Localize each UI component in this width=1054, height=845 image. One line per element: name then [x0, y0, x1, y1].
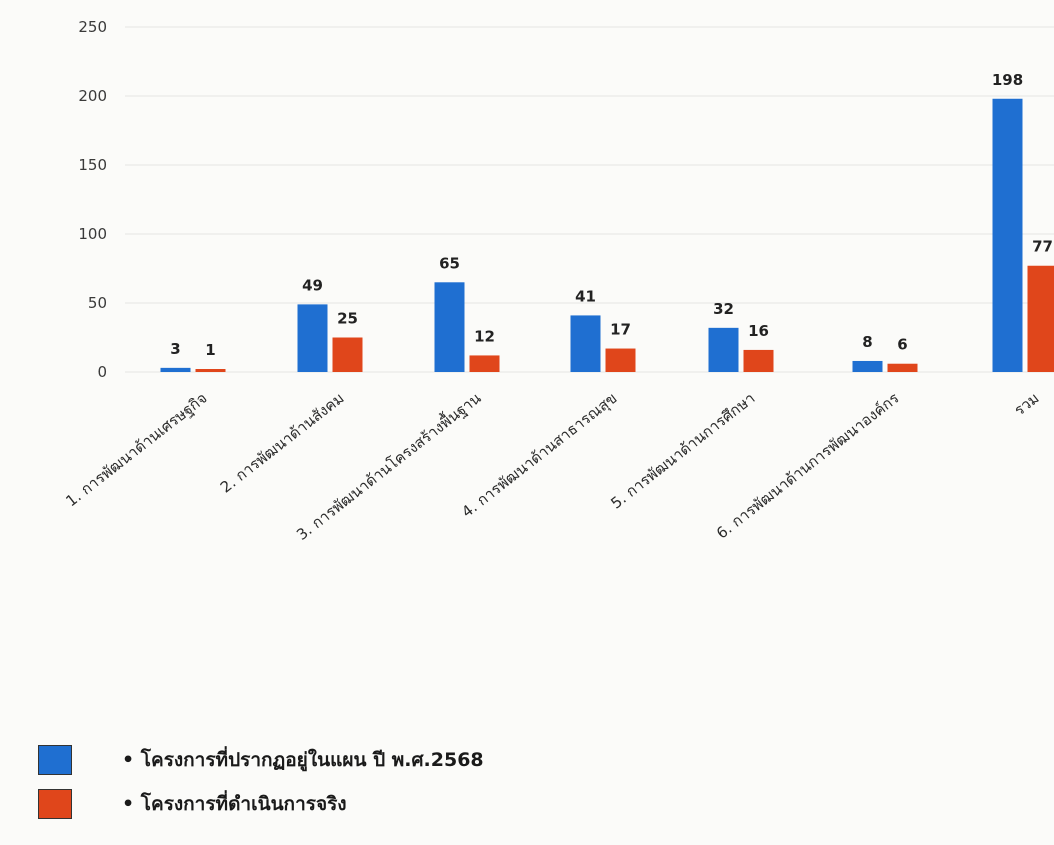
bar-actual — [469, 355, 500, 372]
y-tick-label: 200 — [78, 87, 107, 105]
legend-label-actual: • โครงการที่ดำเนินการจริง — [122, 789, 347, 819]
data-label-planned: 32 — [713, 300, 734, 318]
legend-bullet: • — [122, 749, 135, 771]
legend-text-planned: โครงการที่ปรากฏอยู่ในแผน ปี พ.ศ.2568 — [140, 749, 484, 771]
bar-actual — [1027, 265, 1054, 372]
data-label-planned: 3 — [170, 340, 180, 358]
y-tick-label: 50 — [88, 294, 107, 312]
bar-actual — [743, 349, 774, 372]
data-label-actual: 16 — [748, 322, 769, 340]
x-category-label: 4. การพัฒนาด้านสาธารณสุข — [458, 389, 621, 522]
bar-actual — [887, 363, 918, 372]
legend-label-planned: • โครงการที่ปรากฏอยู่ในแผน ปี พ.ศ.2568 — [122, 745, 484, 775]
data-label-planned: 198 — [992, 71, 1023, 89]
data-label-planned: 8 — [862, 333, 872, 351]
data-label-planned: 41 — [575, 287, 596, 305]
data-label-actual: 25 — [337, 310, 358, 328]
legend-swatch-planned — [38, 745, 72, 775]
bar-actual — [332, 337, 363, 372]
bar-planned — [160, 367, 191, 372]
data-label-actual: 17 — [610, 321, 631, 339]
legend: • โครงการที่ปรากฏอยู่ในแผน ปี พ.ศ.2568 •… — [38, 738, 484, 826]
x-category-label: 1. การพัฒนาด้านเศรษฐกิจ — [62, 389, 210, 510]
legend-text-actual: โครงการที่ดำเนินการจริง — [140, 793, 347, 815]
bar-planned — [708, 327, 739, 372]
data-label-planned: 49 — [302, 276, 323, 294]
bar-planned — [852, 360, 883, 372]
bar-actual — [605, 348, 636, 372]
legend-bullet: • — [122, 793, 135, 815]
bar-planned — [434, 282, 465, 372]
legend-item-planned: • โครงการที่ปรากฏอยู่ในแผน ปี พ.ศ.2568 — [38, 738, 484, 782]
data-label-planned: 65 — [439, 254, 460, 272]
y-tick-label: 0 — [97, 363, 107, 381]
x-category-label: 5. การพัฒนาด้านการศึกษา — [607, 389, 758, 513]
data-label-actual: 77 — [1032, 238, 1053, 256]
y-tick-label: 150 — [78, 156, 107, 174]
bar-planned — [297, 304, 328, 372]
bar-actual — [195, 369, 226, 372]
bar-planned — [570, 315, 601, 372]
data-label-actual: 12 — [474, 327, 495, 345]
x-category-label: รวม — [1011, 389, 1043, 419]
y-tick-label: 100 — [78, 225, 107, 243]
data-label-actual: 6 — [897, 336, 907, 354]
x-category-label: 2. การพัฒนาด้านสังคม — [217, 389, 348, 497]
legend-swatch-actual — [38, 789, 72, 819]
data-label-actual: 1 — [205, 341, 215, 359]
y-tick-label: 250 — [78, 18, 107, 36]
bar-planned — [992, 98, 1023, 372]
legend-item-actual: • โครงการที่ดำเนินการจริง — [38, 782, 484, 826]
